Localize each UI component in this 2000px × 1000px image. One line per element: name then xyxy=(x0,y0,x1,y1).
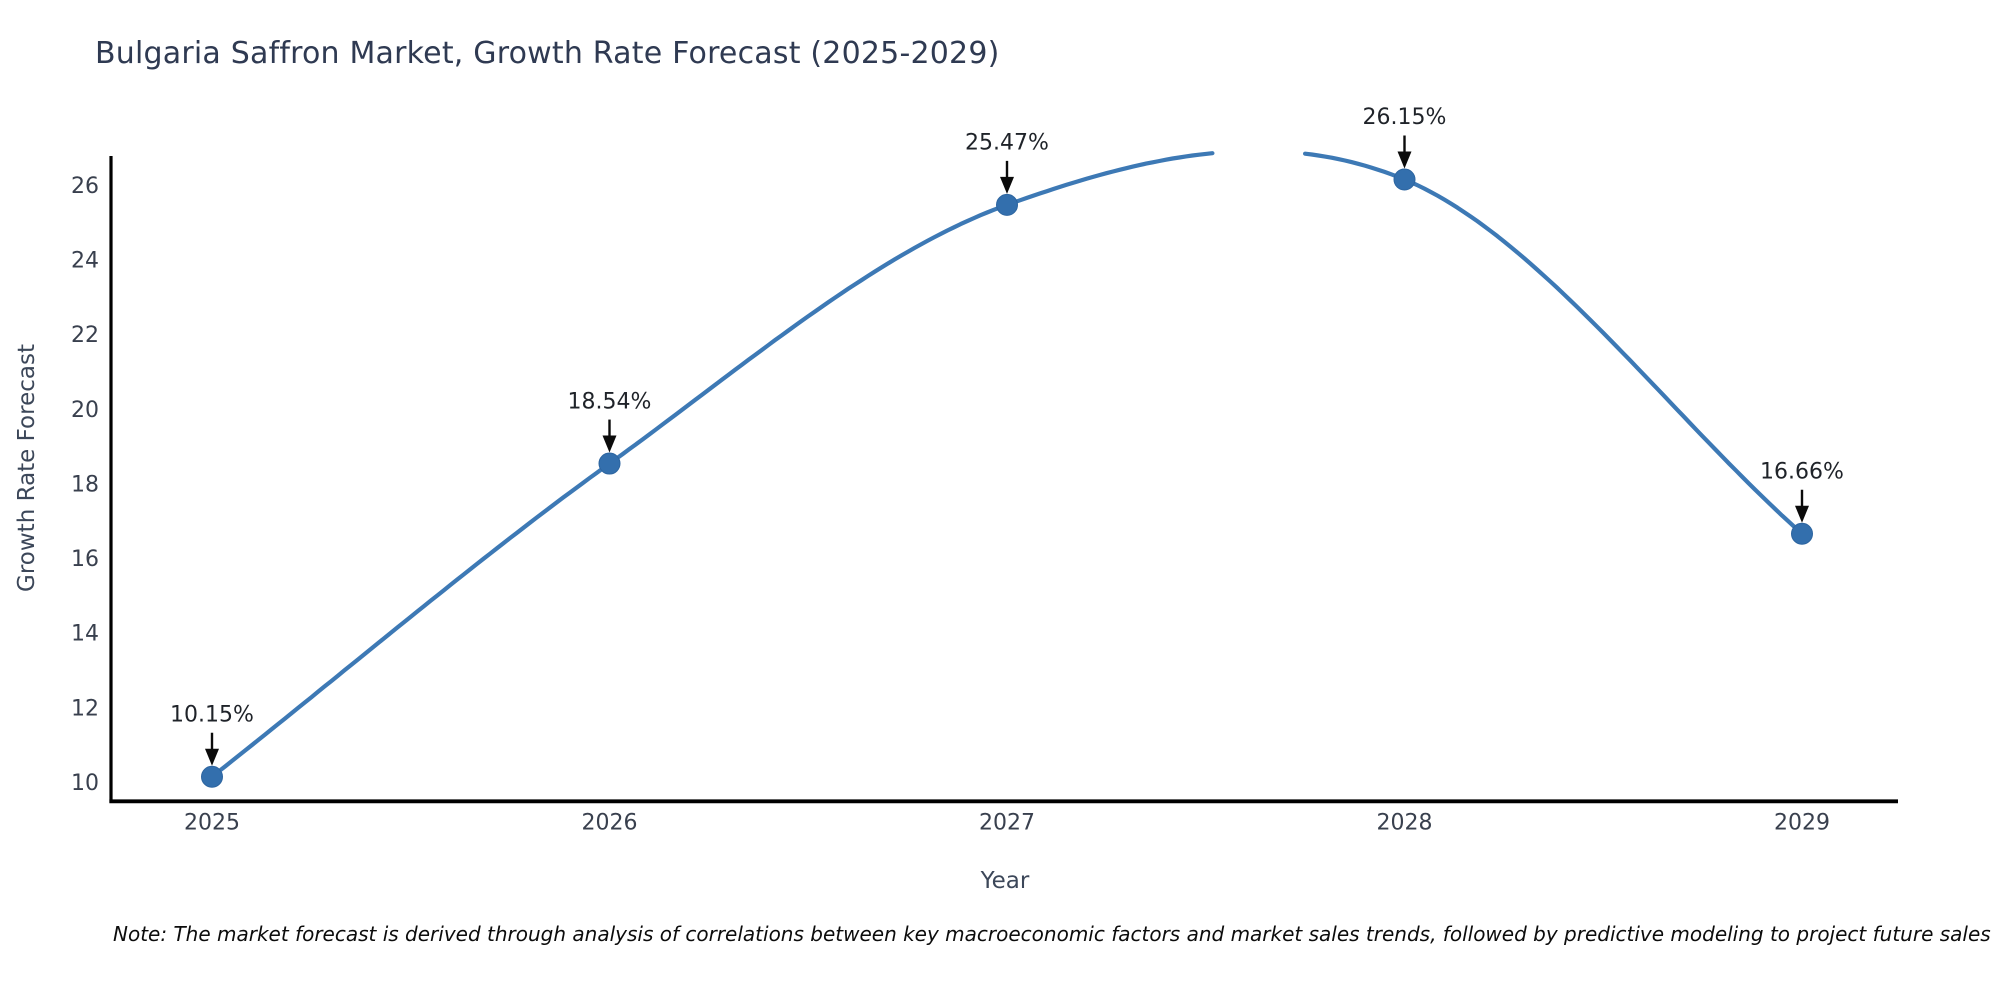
data-point-label: 10.15% xyxy=(170,702,254,727)
y-tick-label: 10 xyxy=(71,771,99,796)
y-tick-label: 14 xyxy=(71,622,99,647)
y-tick-label: 20 xyxy=(71,398,99,423)
y-tick-label: 24 xyxy=(71,248,99,273)
data-point-2026 xyxy=(598,452,621,475)
annotation-arrow-head xyxy=(1000,176,1014,194)
data-point-label: 26.15% xyxy=(1363,105,1447,130)
data-point-label: 16.66% xyxy=(1760,459,1844,484)
data-point-2025 xyxy=(201,765,223,788)
y-tick-label: 26 xyxy=(71,174,99,199)
footnote: Note: The market forecast is derived thr… xyxy=(113,922,1991,946)
annotation-arrow-head xyxy=(1397,151,1412,169)
x-tick-label: 2028 xyxy=(1377,811,1433,836)
y-tick-label: 16 xyxy=(71,547,99,572)
x-tick-label: 2027 xyxy=(979,811,1035,836)
x-tick-label: 2029 xyxy=(1774,811,1830,836)
data-point-2027 xyxy=(996,193,1018,216)
y-tick-label: 12 xyxy=(71,696,99,721)
x-tick-label: 2026 xyxy=(582,811,638,836)
data-point-2028 xyxy=(1393,168,1416,191)
y-tick-label: 22 xyxy=(71,323,99,348)
data-point-2029 xyxy=(1791,522,1813,545)
x-tick-label: 2025 xyxy=(184,811,240,836)
annotation-arrow-head xyxy=(602,435,617,453)
y-tick-label: 18 xyxy=(71,472,99,497)
annotation-arrow-head xyxy=(205,748,219,766)
annotation-arrow-head xyxy=(1795,505,1809,523)
chart-title: Bulgaria Saffron Market, Growth Rate For… xyxy=(95,36,1000,71)
data-point-label: 18.54% xyxy=(568,389,652,414)
x-axis-title: Year xyxy=(980,868,1030,894)
trend-line xyxy=(209,151,1805,779)
data-point-label: 25.47% xyxy=(965,131,1049,156)
